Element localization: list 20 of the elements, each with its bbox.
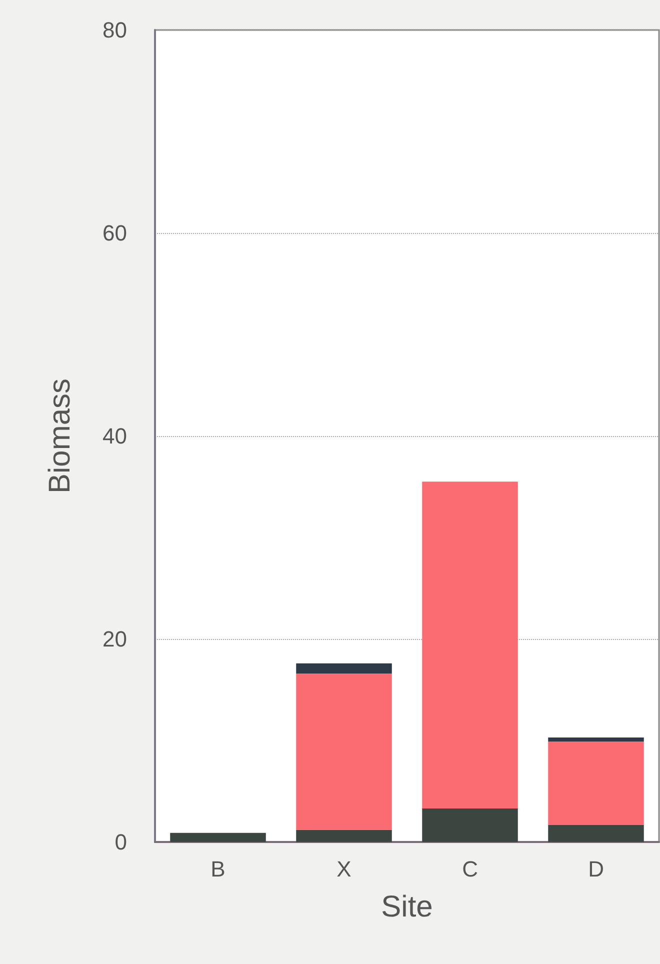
bar [548,737,644,742]
x-tick-label: X [336,856,352,882]
y-tick-label: 80 [102,18,127,42]
y-tick-label: 20 [102,626,127,652]
y-tick-label: 60 [102,220,127,246]
x-tick-label: C [462,856,478,882]
y-tick-label: 0 [114,830,127,854]
bar [548,824,644,842]
y-axis-title: Biomass [44,378,76,494]
bar [422,482,518,809]
bar [422,808,518,842]
bar [170,832,266,842]
x-axis-title: Site [381,890,433,924]
bar [296,674,392,830]
x-tick-label: D [588,856,604,882]
bar [548,742,644,825]
bar [296,663,392,674]
y-tick-label: 40 [102,424,127,448]
bar [296,830,392,842]
x-tick-label: B [210,856,226,882]
